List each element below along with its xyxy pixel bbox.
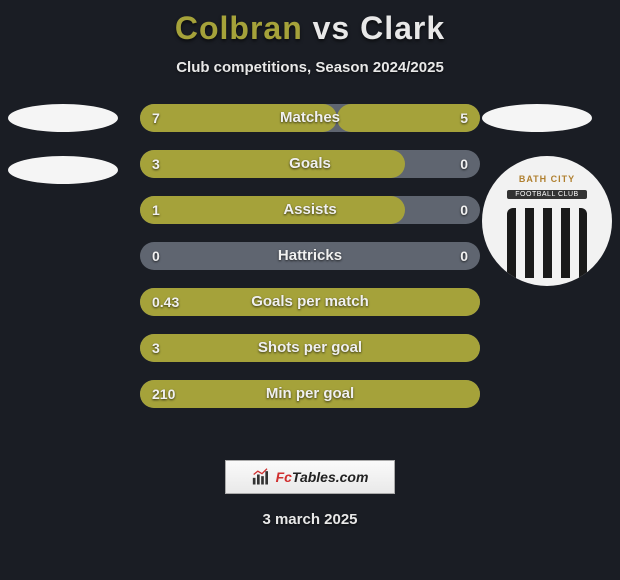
stat-bar-left-fill [140,288,480,316]
brand-tables: Tables.com [292,469,369,485]
player2-name: Clark [360,10,445,46]
right-team-decor: BATH CITY FOOTBALL CLUB [482,104,612,286]
brand-fc: Fc [276,469,292,485]
stat-row: 0.43Goals per match [140,288,480,316]
comparison-title: Colbran vs Clark [0,0,620,47]
subtitle: Club competitions, Season 2024/2025 [0,59,620,76]
badge-text-top: BATH CITY [519,174,575,184]
vs-text: vs [313,10,351,46]
team-badge: BATH CITY FOOTBALL CLUB [482,156,612,286]
stat-bars-container: 75Matches 30Goals 10Assists 00Hattricks 0.43… [140,104,480,426]
stat-bar-right-fill [337,104,480,132]
stat-bar-left-fill [140,104,337,132]
stat-bar-left-fill [140,334,480,362]
stat-row: 210Min per goal [140,380,480,408]
stat-bar-left-fill [140,196,405,224]
left-logo-placeholder-1 [8,104,118,132]
stat-row: 75Matches [140,104,480,132]
badge-text-band: FOOTBALL CLUB [507,190,586,199]
brand-logo[interactable]: FcTables.com [225,460,395,494]
right-logo-placeholder [482,104,592,132]
stat-row: 00Hattricks [140,242,480,270]
stat-bar-left-fill [140,150,405,178]
stats-chart: BATH CITY FOOTBALL CLUB 75Matches 30Goals… [0,104,620,434]
stat-bar-left-fill [140,380,480,408]
stat-row: 3Shots per goal [140,334,480,362]
left-team-decor [8,104,118,208]
date-label: 3 march 2025 [0,511,620,528]
stat-row: 10Assists [140,196,480,224]
player1-name: Colbran [175,10,303,46]
stat-row: 30Goals [140,150,480,178]
left-logo-placeholder-2 [8,156,118,184]
chart-icon [252,468,272,486]
badge-stripes-icon [507,208,587,278]
stat-bar-track [140,242,480,270]
